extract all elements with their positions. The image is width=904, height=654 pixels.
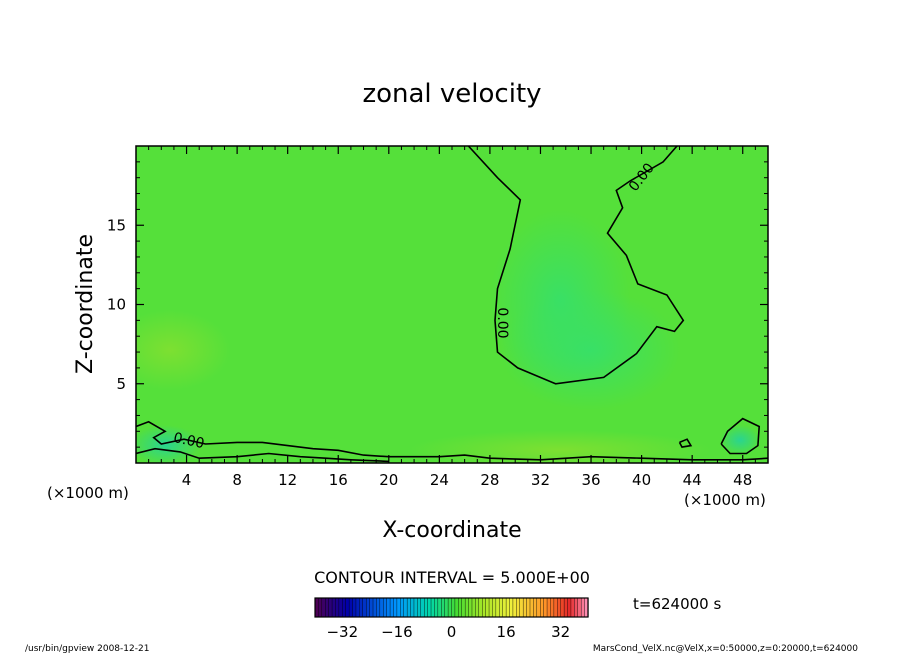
field-shading xyxy=(136,310,230,390)
field-shading xyxy=(720,425,760,455)
contour-line xyxy=(136,420,768,461)
plot-area xyxy=(136,146,768,463)
colorbar-tick-label: 32 xyxy=(551,623,570,641)
footer-right: MarsCond_VelX.nc@VelX,x=0:50000,z=0:2000… xyxy=(593,644,858,654)
colorbar xyxy=(314,597,589,618)
x-axis-label: X-coordinate xyxy=(382,518,521,543)
contour-line xyxy=(678,438,693,448)
field-background xyxy=(136,146,768,463)
y-tick-label: 15 xyxy=(107,216,126,234)
x-tick-label: 12 xyxy=(278,471,297,489)
x-unit-right: (×1000 m) xyxy=(684,491,766,509)
x-tick-label: 4 xyxy=(182,471,192,489)
footer-left: /usr/bin/gpview 2008-12-21 xyxy=(25,644,149,654)
field-shading xyxy=(410,430,710,463)
contour-label: 0.00 xyxy=(172,430,206,452)
time-text: t=624000 s xyxy=(633,595,721,613)
contour-line xyxy=(720,417,761,455)
x-tick-label: 32 xyxy=(531,471,550,489)
colorbar-tick-label: 16 xyxy=(497,623,516,641)
colorbar-tick-label: −16 xyxy=(381,623,413,641)
x-tick-label: 36 xyxy=(581,471,600,489)
contour-line xyxy=(467,146,685,385)
colorbar-tick-label: 0 xyxy=(447,623,457,641)
x-tick-label: 24 xyxy=(430,471,449,489)
x-tick-label: 48 xyxy=(733,471,752,489)
x-tick-label: 8 xyxy=(232,471,242,489)
x-tick-label: 44 xyxy=(683,471,702,489)
x-unit-left: (×1000 m) xyxy=(47,484,129,502)
colorbar-tick-label: −32 xyxy=(326,623,358,641)
y-axis-label: Z-coordinate xyxy=(73,234,98,374)
colorbar-ticks: −32 −16 0 16 32 xyxy=(326,623,570,641)
y-tick-label: 5 xyxy=(116,375,126,393)
x-tick-label: 28 xyxy=(480,471,499,489)
contour-interval-text: CONTOUR INTERVAL = 5.000E+00 xyxy=(314,568,590,587)
x-tick-label: 40 xyxy=(632,471,651,489)
chart-title: zonal velocity xyxy=(362,79,541,109)
x-tick-label: 16 xyxy=(329,471,348,489)
contour-label: 0.00 xyxy=(494,307,510,338)
x-tick-label: 20 xyxy=(379,471,398,489)
y-tick-label: 10 xyxy=(107,296,126,314)
field-shading xyxy=(490,210,630,390)
colorbar-frame xyxy=(314,597,589,618)
